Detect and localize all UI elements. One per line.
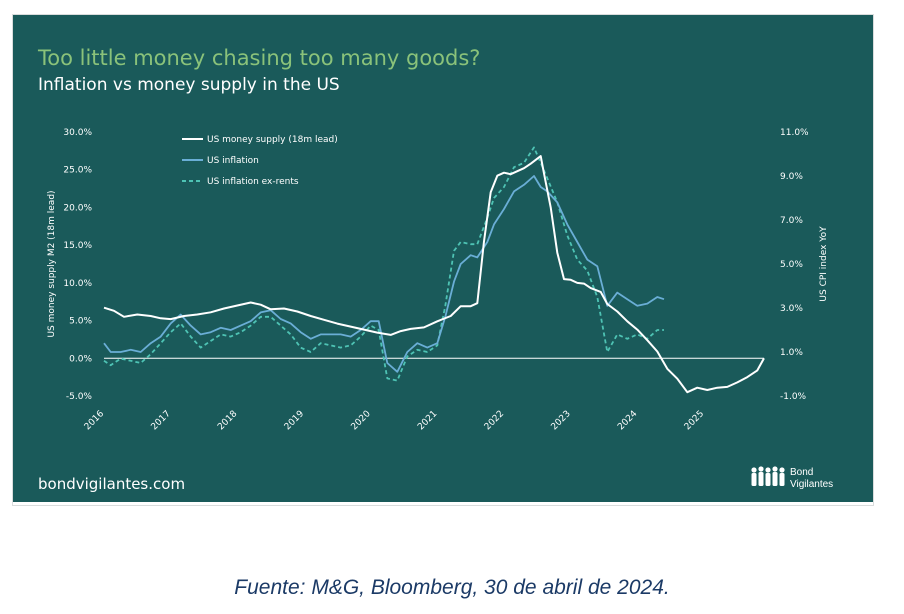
right-tick-label: 11.0% [780, 128, 809, 138]
series-line-money-supply [103, 155, 765, 394]
right-tick-label: 1.0% [780, 348, 803, 358]
x-tick-label: 2023 [550, 409, 573, 432]
left-tick-label: 5.0% [69, 317, 92, 327]
left-axis-title: US money supply M2 (18m lead) [47, 190, 57, 337]
legend-label-inflation-ex-rents: US inflation ex-rents [207, 177, 299, 187]
legend: US money supply (18m lead) US inflation … [182, 135, 338, 187]
x-tick-label: 2020 [350, 409, 373, 432]
x-tick-label: 2018 [216, 409, 239, 432]
left-tick-label: 25.0% [63, 166, 92, 176]
legend-label-inflation: US inflation [207, 156, 259, 166]
x-tick-label: 2016 [83, 409, 106, 432]
chart-panel [13, 15, 873, 502]
right-tick-label: 7.0% [780, 216, 803, 226]
x-tick-label: 2025 [683, 409, 706, 432]
chart-subtitle: Inflation vs money supply in the US [38, 75, 340, 95]
x-tick-label: 2022 [483, 409, 506, 432]
logo-line-1: Bond [790, 467, 814, 478]
right-tick-label: 5.0% [780, 260, 803, 270]
legend-label-money-supply: US money supply (18m lead) [207, 135, 338, 145]
bond-vigilantes-logo [751, 466, 785, 486]
left-tick-label: -5.0% [66, 392, 93, 402]
website-label: bondvigilantes.com [38, 475, 186, 493]
left-tick-label: 10.0% [63, 279, 92, 289]
source-caption: Fuente: M&G, Bloomberg, 30 de abril de 2… [234, 576, 670, 599]
left-tick-label: 15.0% [63, 241, 92, 251]
right-tick-label: -1.0% [780, 392, 807, 402]
series-line-inflation [103, 175, 665, 373]
left-axis-ticks: 30.0% 25.0% 20.0% 15.0% 10.0% 5.0% 0.0% -5.0% [63, 128, 92, 402]
logo-text: Bond Vigilantes [790, 467, 833, 491]
left-tick-label: 30.0% [63, 128, 92, 138]
x-tick-label: 2024 [616, 409, 639, 432]
x-tick-label: 2021 [416, 409, 439, 432]
right-tick-label: 3.0% [780, 304, 803, 314]
logo-line-2: Vigilantes [790, 479, 834, 490]
x-axis-ticks: 2016 2017 2018 2019 2020 2021 2022 2023 2024 2025 [83, 409, 706, 432]
x-tick-label: 2019 [283, 409, 306, 432]
right-axis-ticks: 11.0% 9.0% 7.0% 5.0% 3.0% 1.0% -1.0% [780, 128, 809, 402]
x-tick-label: 2017 [150, 409, 173, 432]
chart-title: Too little money chasing too many goods? [38, 46, 481, 70]
left-tick-label: 20.0% [63, 203, 92, 213]
right-tick-label: 9.0% [780, 172, 803, 182]
right-axis-title: US CPI index YoY [819, 226, 829, 302]
series-group [103, 146, 765, 394]
left-tick-label: 0.0% [69, 354, 92, 364]
